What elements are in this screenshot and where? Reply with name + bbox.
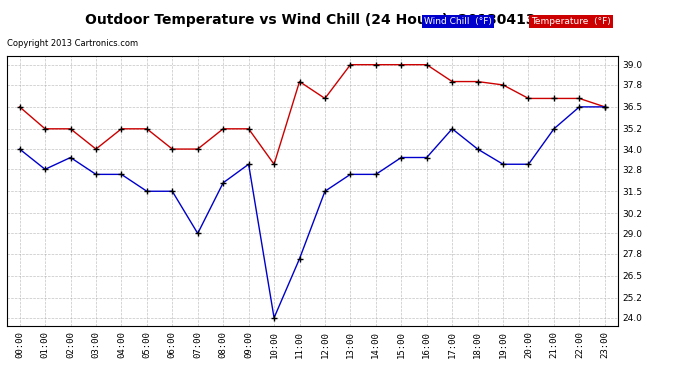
Text: Copyright 2013 Cartronics.com: Copyright 2013 Cartronics.com [7, 39, 138, 48]
Text: Temperature  (°F): Temperature (°F) [531, 17, 611, 26]
Text: Wind Chill  (°F): Wind Chill (°F) [424, 17, 492, 26]
Text: Outdoor Temperature vs Wind Chill (24 Hours)  20130413: Outdoor Temperature vs Wind Chill (24 Ho… [86, 13, 535, 27]
